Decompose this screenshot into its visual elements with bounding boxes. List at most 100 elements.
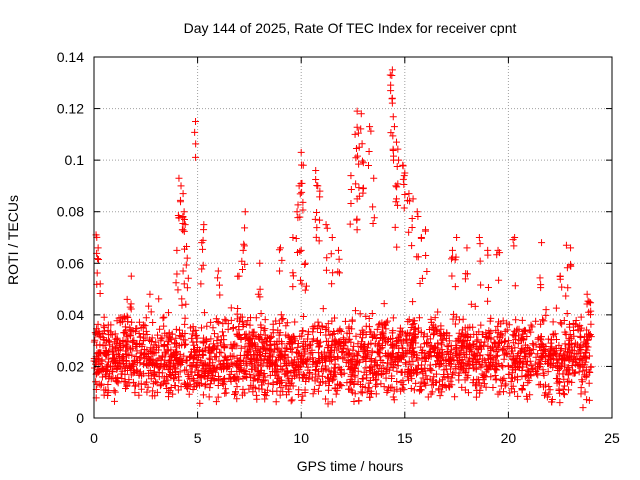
x-tick-label: 10 <box>293 430 309 446</box>
data-point <box>164 341 172 349</box>
data-point <box>322 364 330 372</box>
data-point <box>168 330 176 338</box>
data-point <box>438 381 446 389</box>
data-point <box>93 269 101 277</box>
data-point <box>405 228 413 236</box>
data-point <box>586 368 594 376</box>
data-point <box>495 318 503 326</box>
data-point <box>487 373 495 381</box>
data-point <box>341 317 349 325</box>
data-point <box>296 213 304 221</box>
data-point <box>288 374 296 382</box>
data-point <box>131 382 139 390</box>
data-point <box>247 355 255 363</box>
data-point <box>161 329 169 337</box>
data-point <box>100 322 108 330</box>
data-point <box>372 356 380 364</box>
data-point <box>406 197 414 205</box>
data-point <box>574 350 582 358</box>
data-point <box>565 335 573 343</box>
data-point <box>455 316 463 324</box>
data-point <box>393 243 401 251</box>
data-point <box>153 359 161 367</box>
data-point <box>93 369 101 377</box>
data-point <box>484 283 492 291</box>
data-point <box>143 378 151 386</box>
data-point <box>346 220 354 228</box>
data-point <box>211 368 219 376</box>
data-point <box>331 385 339 393</box>
data-point <box>254 351 262 359</box>
data-point <box>498 332 506 340</box>
data-point <box>110 397 118 405</box>
data-point <box>461 376 469 384</box>
data-point <box>331 314 339 322</box>
data-point <box>523 392 531 400</box>
data-point <box>440 366 448 374</box>
data-point <box>179 336 187 344</box>
data-point <box>420 333 428 341</box>
data-point <box>456 336 464 344</box>
data-point <box>153 343 161 351</box>
data-point <box>241 331 249 339</box>
data-point <box>388 375 396 383</box>
data-point <box>325 377 333 385</box>
x-tick-label: 25 <box>604 430 620 446</box>
data-point <box>215 376 223 384</box>
data-point <box>123 360 131 368</box>
data-point <box>141 322 149 330</box>
data-point <box>188 362 196 370</box>
data-point <box>115 358 123 366</box>
data-point <box>96 290 104 298</box>
data-point <box>305 342 313 350</box>
data-point <box>197 324 205 332</box>
data-point <box>437 322 445 330</box>
data-point <box>120 353 128 361</box>
data-point <box>587 320 595 328</box>
data-point <box>406 329 414 337</box>
data-point <box>173 270 181 278</box>
data-point <box>282 322 290 330</box>
data-point <box>484 342 492 350</box>
data-point <box>173 246 181 254</box>
data-point <box>261 316 269 324</box>
data-point <box>233 395 241 403</box>
data-point <box>221 385 229 393</box>
data-point <box>135 380 143 388</box>
data-point <box>572 317 580 325</box>
data-point <box>567 340 575 348</box>
data-point <box>408 353 416 361</box>
data-point <box>139 330 147 338</box>
data-point <box>299 161 307 169</box>
data-point <box>400 386 408 394</box>
data-point <box>330 375 338 383</box>
data-point <box>205 393 213 401</box>
y-tick-label: 0.1 <box>65 152 85 168</box>
data-point <box>127 300 135 308</box>
data-point <box>513 327 521 335</box>
data-point <box>294 391 302 399</box>
data-point <box>365 314 373 322</box>
data-point <box>299 392 307 400</box>
data-point <box>359 330 367 338</box>
data-point <box>181 366 189 374</box>
data-point <box>567 353 575 361</box>
data-point <box>558 320 566 328</box>
data-point <box>238 391 246 399</box>
data-point <box>221 343 229 351</box>
data-point <box>561 340 569 348</box>
data-point <box>382 321 390 329</box>
data-point <box>367 339 375 347</box>
data-point <box>408 223 416 231</box>
data-point <box>245 385 253 393</box>
data-point <box>313 224 321 232</box>
data-point <box>469 323 477 331</box>
data-point <box>351 130 359 138</box>
data-point <box>493 351 501 359</box>
data-point <box>499 317 507 325</box>
data-point <box>275 337 283 345</box>
data-point <box>270 348 278 356</box>
data-point <box>416 382 424 390</box>
data-point <box>287 345 295 353</box>
data-point <box>135 371 143 379</box>
